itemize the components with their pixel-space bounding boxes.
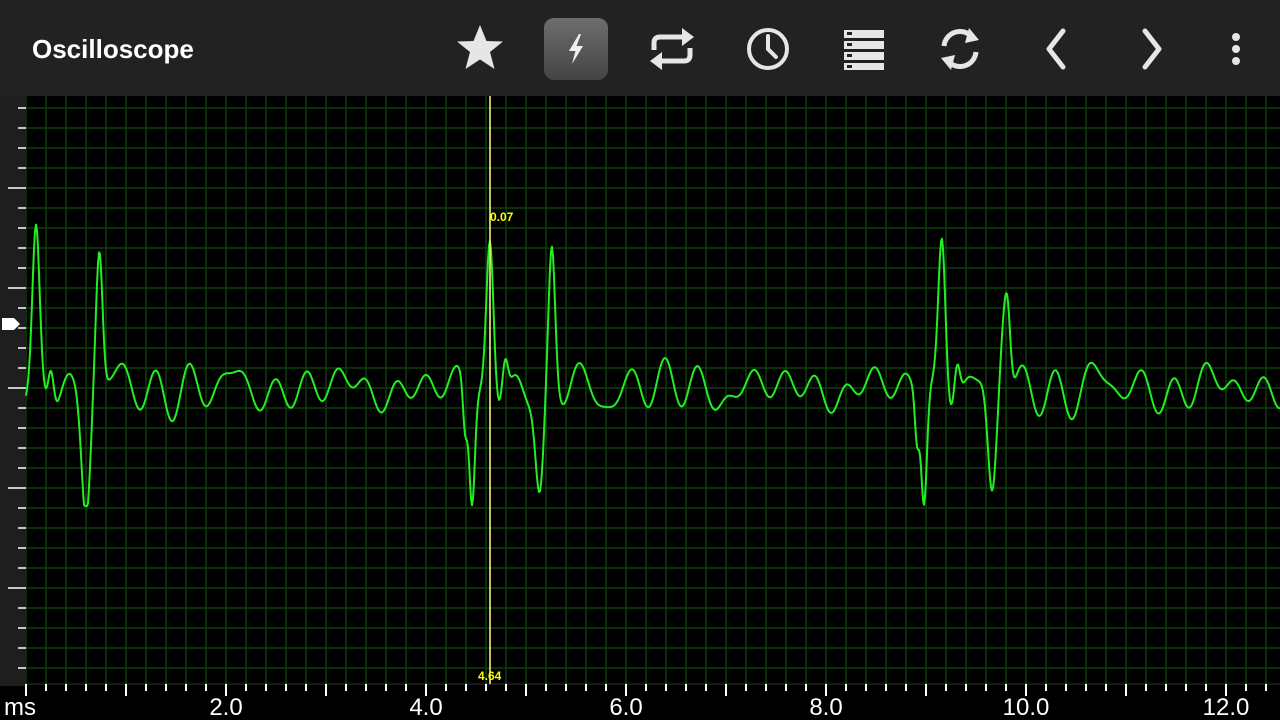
cursor-value-label: 0.07 bbox=[490, 210, 514, 224]
time-tick-label: 2.0 bbox=[209, 694, 242, 720]
voltage-ruler bbox=[0, 96, 26, 686]
refresh-button[interactable] bbox=[928, 18, 992, 80]
chevron-left-icon bbox=[1046, 28, 1066, 70]
time-tick-label: 6.0 bbox=[609, 694, 642, 720]
history-button[interactable] bbox=[736, 18, 800, 80]
favorite-button[interactable] bbox=[448, 18, 512, 80]
time-ruler-ticks bbox=[25, 683, 1280, 696]
more-vert-icon bbox=[1232, 33, 1240, 65]
star-icon bbox=[457, 25, 503, 69]
time-unit-label: ms bbox=[4, 694, 36, 720]
next-button[interactable] bbox=[1120, 18, 1184, 80]
stacked-list-icon bbox=[844, 30, 884, 70]
repeat-button[interactable] bbox=[640, 18, 704, 80]
zero-level-marker[interactable] bbox=[2, 318, 20, 330]
scope-display[interactable]: ms 2.0 4.0 6.0 8.0 10.0 12.0 0.07 4.64 bbox=[0, 96, 1280, 720]
scope-grid bbox=[25, 96, 1280, 684]
chevron-right-icon bbox=[1142, 28, 1162, 70]
time-tick-labels: 2.0 4.0 6.0 8.0 10.0 12.0 bbox=[209, 694, 1249, 720]
repeat-icon bbox=[650, 28, 694, 70]
app-bar: Oscilloscope bbox=[0, 0, 1280, 96]
refresh-icon bbox=[941, 28, 979, 70]
time-tick-label: 8.0 bbox=[809, 694, 842, 720]
time-tick-label: 12.0 bbox=[1203, 694, 1250, 720]
time-tick-label: 10.0 bbox=[1003, 694, 1050, 720]
signal-trace bbox=[25, 223, 1280, 507]
voltage-ruler-ticks bbox=[8, 107, 26, 669]
cursor-time-label: 4.64 bbox=[478, 669, 502, 683]
lightning-bolt-icon bbox=[569, 34, 583, 64]
previous-button[interactable] bbox=[1024, 18, 1088, 80]
app-title: Oscilloscope bbox=[32, 34, 194, 64]
buffer-button[interactable] bbox=[832, 18, 896, 80]
trigger-button[interactable] bbox=[544, 18, 608, 80]
time-tick-label: 4.0 bbox=[409, 694, 442, 720]
more-options-button[interactable] bbox=[1204, 18, 1268, 80]
clock-icon bbox=[747, 28, 789, 70]
